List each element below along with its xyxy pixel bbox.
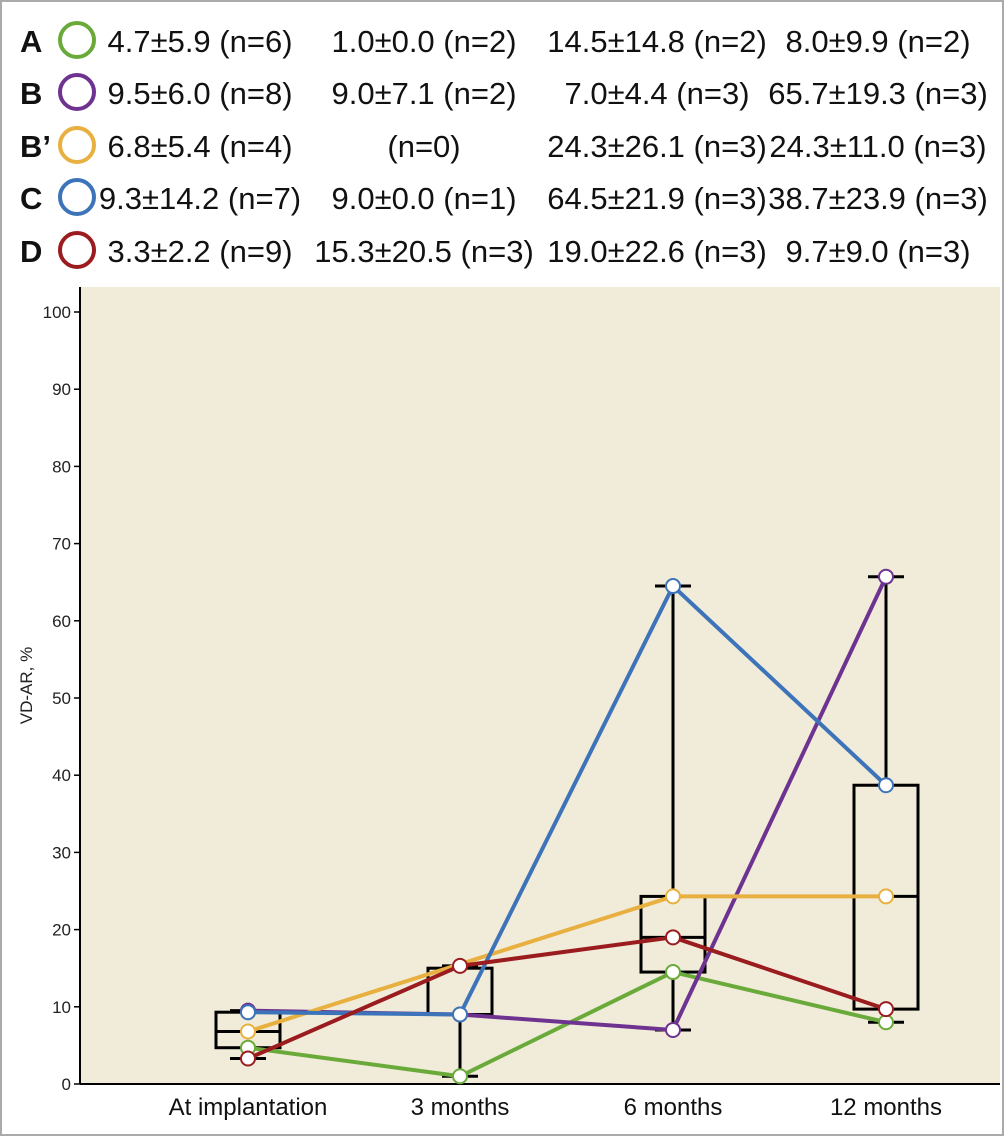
data-point [240, 1050, 256, 1067]
y-tick-label: 30 [52, 843, 71, 862]
x-tick-label: 12 months [830, 1094, 942, 1121]
y-tick-label: 10 [52, 998, 71, 1017]
y-tick-label: 60 [52, 612, 71, 631]
y-tick-label: 20 [52, 921, 71, 940]
x-tick-label: At implantation [169, 1094, 328, 1121]
y-tick-label: 80 [52, 457, 71, 476]
data-point [452, 957, 468, 974]
data-point [452, 1006, 468, 1023]
legend-value: 38.7±23.9 (n=3) [768, 181, 988, 216]
data-point [665, 929, 681, 946]
legend-value: 24.3±26.1 (n=3) [547, 129, 767, 164]
y-axis-label: VD-AR, % [17, 647, 36, 724]
legend-value: 24.3±11.0 (n=3) [769, 129, 986, 164]
data-point [878, 568, 894, 585]
legend-marker-icon [58, 21, 96, 59]
y-tick-label: 40 [52, 766, 71, 785]
data-point [240, 1004, 256, 1021]
legend-key: D [20, 234, 42, 269]
plot-background [80, 287, 1000, 1084]
x-tick-label: 3 months [411, 1094, 510, 1121]
legend-value: 15.3±20.5 (n=3) [314, 234, 534, 269]
data-point [665, 578, 681, 595]
data-point [452, 1068, 468, 1085]
data-point [878, 777, 894, 794]
legend-value: 3.3±2.2 (n=9) [107, 234, 292, 269]
legend-value: 9.0±7.1 (n=2) [331, 76, 516, 111]
data-point [878, 888, 894, 905]
legend-marker-icon [58, 231, 96, 269]
legend-value: (n=0) [387, 129, 460, 164]
legend-value: 6.8±5.4 (n=4) [107, 129, 292, 164]
legend-marker-icon [58, 73, 96, 111]
y-tick-label: 100 [43, 303, 71, 322]
series-line-D [247, 935, 887, 1061]
legend-value: 64.5±21.9 (n=3) [547, 181, 767, 216]
legend-value: 7.0±4.4 (n=3) [564, 76, 749, 111]
legend-value: 9.0±0.0 (n=1) [331, 181, 516, 216]
data-point [665, 1021, 681, 1038]
data-point [665, 964, 681, 981]
legend-value: 9.7±9.0 (n=3) [785, 234, 970, 269]
data-point [878, 1014, 894, 1031]
y-tick-label: 90 [52, 380, 71, 399]
legend-value: 1.0±0.0 (n=2) [331, 24, 516, 59]
legend-value: 19.0±22.6 (n=3) [547, 234, 767, 269]
legend-value: 9.5±6.0 (n=8) [107, 76, 292, 111]
y-tick-label: 50 [52, 689, 71, 708]
x-tick-label: 6 months [624, 1094, 723, 1121]
data-point [665, 888, 681, 905]
legend-value: 4.7±5.9 (n=6) [107, 24, 292, 59]
data-point [878, 1001, 894, 1018]
y-tick-label: 70 [52, 535, 71, 554]
legend-value: 9.3±14.2 (n=7) [99, 181, 301, 216]
legend-marker-icon [58, 178, 96, 216]
legend-marker-icon [58, 126, 96, 164]
legend-key: B’ [20, 129, 51, 164]
data-point [240, 1023, 256, 1040]
legend-value: 8.0±9.9 (n=2) [785, 24, 970, 59]
legend-value: 14.5±14.8 (n=2) [547, 24, 767, 59]
y-tick-label: 0 [62, 1075, 71, 1094]
legend-key: C [20, 181, 42, 216]
legend-key: B [20, 76, 42, 111]
legend-key: A [20, 24, 42, 59]
legend-value: 65.7±19.3 (n=3) [768, 76, 988, 111]
